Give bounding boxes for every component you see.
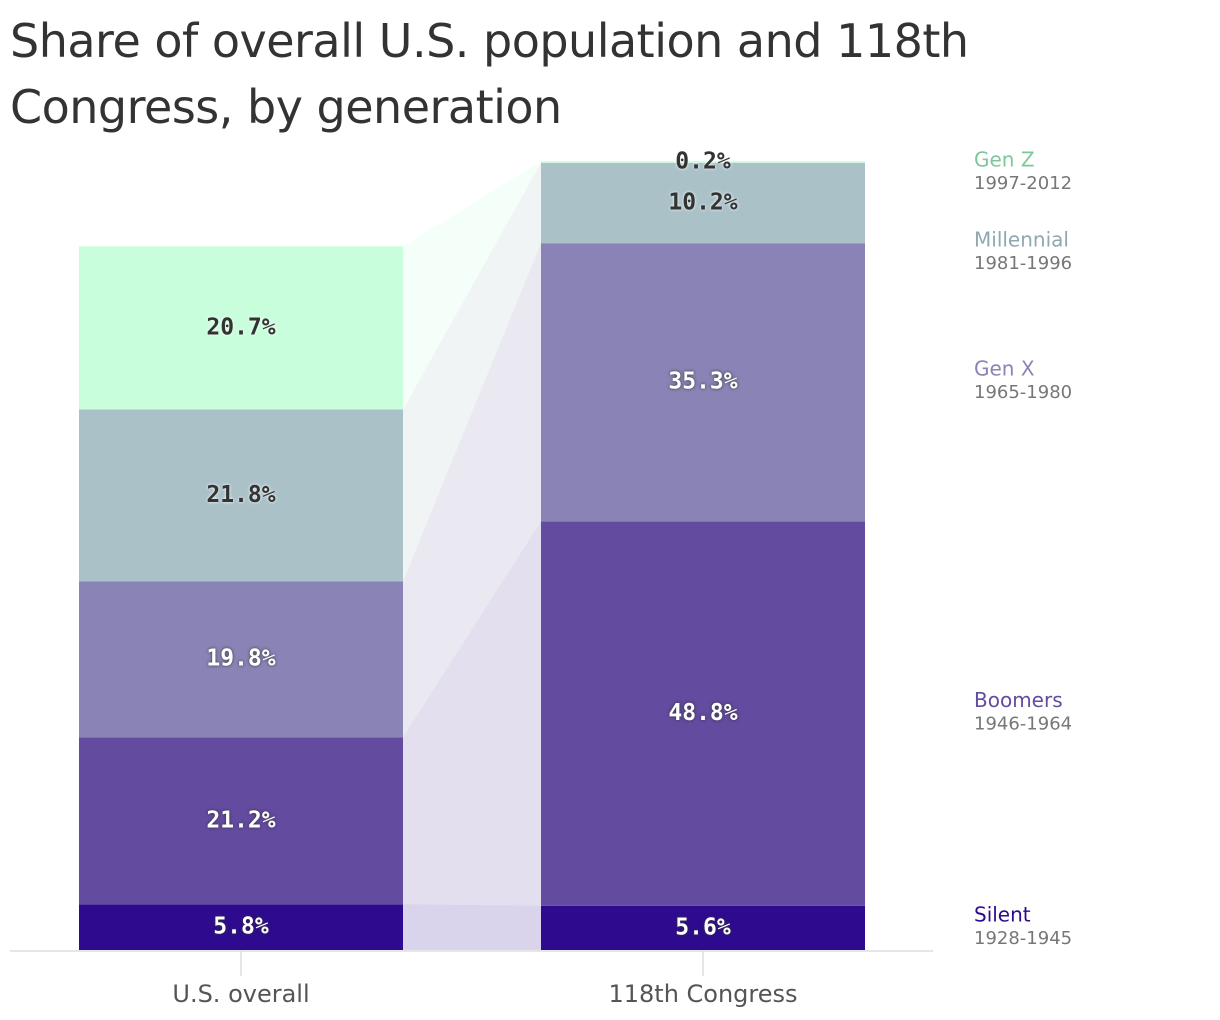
bar-segment bbox=[79, 409, 403, 582]
value-label: 21.2% bbox=[206, 807, 275, 833]
bar-segment bbox=[79, 581, 403, 738]
legend-years: 1997-2012 bbox=[974, 173, 1072, 194]
value-label: 35.3% bbox=[668, 369, 737, 395]
bar-segment bbox=[541, 162, 865, 244]
legend-label: Millennial bbox=[974, 228, 1069, 252]
bar-segment bbox=[541, 905, 865, 950]
legend-years: 1946-1964 bbox=[974, 714, 1072, 735]
legend-label: Boomers bbox=[974, 688, 1063, 712]
bar-segment bbox=[541, 243, 865, 522]
connector-band bbox=[403, 904, 541, 950]
value-label: 10.2% bbox=[668, 189, 737, 215]
value-label: 0.2% bbox=[675, 149, 731, 175]
value-label: 19.8% bbox=[206, 646, 275, 672]
value-label: 48.8% bbox=[668, 700, 737, 726]
legend-years: 1981-1996 bbox=[974, 253, 1072, 274]
bar-segment bbox=[541, 161, 865, 163]
connector-band bbox=[403, 162, 541, 582]
legend-label: Silent bbox=[974, 902, 1031, 926]
x-tick-label: 118th Congress bbox=[608, 980, 797, 1008]
legend-label: Gen Z bbox=[974, 148, 1035, 172]
bar-segment bbox=[79, 246, 403, 410]
legend-label: Gen X bbox=[974, 357, 1035, 381]
legend-years: 1965-1980 bbox=[974, 382, 1072, 403]
value-label: 20.7% bbox=[206, 314, 275, 340]
value-label: 5.6% bbox=[675, 914, 731, 940]
value-label: 21.8% bbox=[206, 482, 275, 508]
bar-segment bbox=[79, 737, 403, 905]
connector-band bbox=[403, 243, 541, 738]
legend-years: 1928-1945 bbox=[974, 928, 1072, 949]
x-tick-label: U.S. overall bbox=[172, 980, 309, 1008]
bar-segment bbox=[541, 521, 865, 906]
connector-band bbox=[403, 161, 541, 410]
connector-band bbox=[403, 521, 541, 906]
chart-title: Share of overall U.S. population and 118… bbox=[10, 14, 969, 134]
bar-segment bbox=[79, 904, 403, 950]
value-label: 5.8% bbox=[213, 914, 269, 940]
